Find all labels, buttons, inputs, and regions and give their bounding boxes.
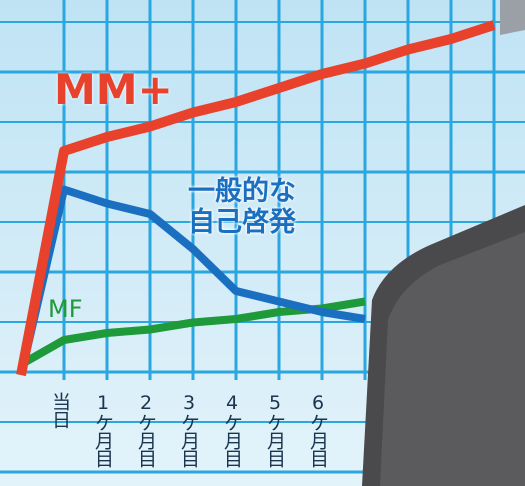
person-arm (500, 0, 525, 35)
legend-label: 一般的な 自己啓発 (188, 176, 296, 238)
x-tick-label: 6ケ月目 (308, 392, 327, 467)
x-tick-label: 3ケ月目 (179, 392, 198, 467)
chart: MF 一般的な 自己啓発 MM+ 当日 1ケ月目 2ケ月目 3ケ月目 4ケ月目 5ケ月目 6ケ月目 (0, 0, 525, 486)
x-tick-label: 2ケ月目 (136, 392, 155, 467)
legend-label: MF (48, 296, 83, 324)
x-tick-label: 1ケ月目 (93, 392, 112, 467)
x-tick-label: 5ケ月目 (265, 392, 284, 467)
x-tick-label: 4ケ月目 (222, 392, 241, 467)
legend-label: MM+ (54, 66, 173, 114)
x-tick-label: 当日 (50, 392, 69, 428)
